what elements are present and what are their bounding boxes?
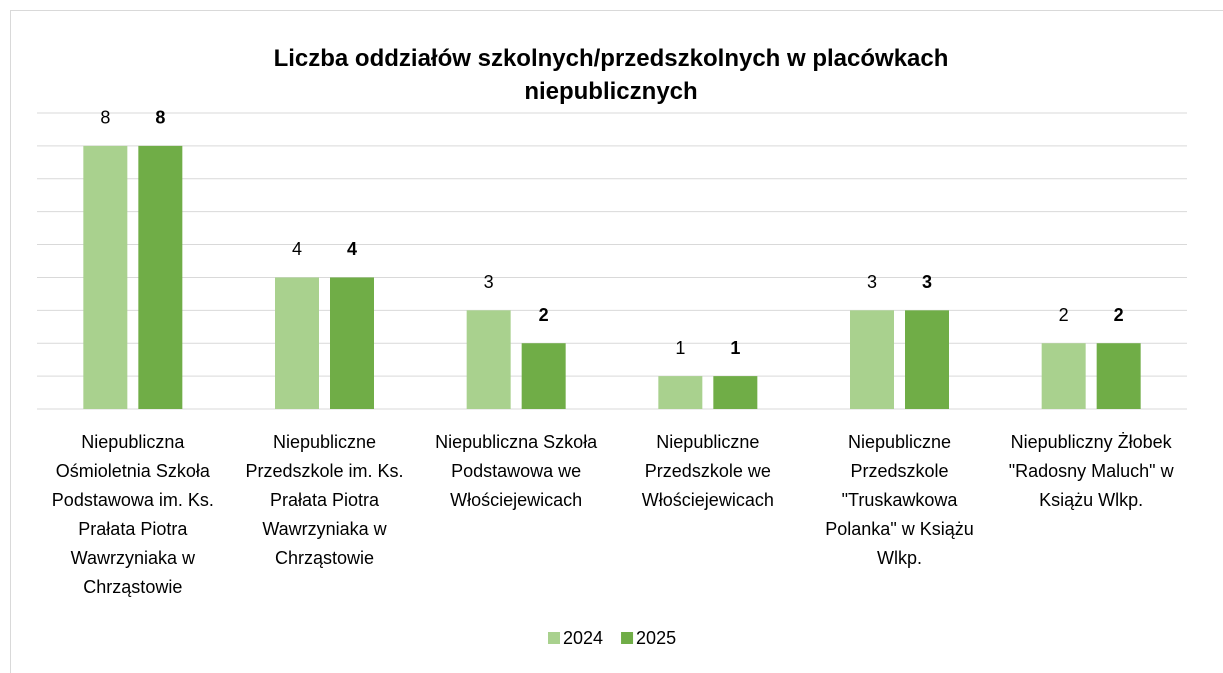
- x-tick-label: Niepubliczne Przedszkole we Włościejewic…: [641, 432, 774, 510]
- chart-frame: [10, 10, 1223, 673]
- bar: [1041, 343, 1086, 409]
- data-label: 8: [155, 108, 165, 128]
- data-label: 8: [100, 108, 110, 128]
- data-label: 1: [675, 338, 685, 358]
- bar: [521, 343, 566, 409]
- data-label: 3: [922, 272, 932, 292]
- x-tick-label: Niepubliczna Szkoła Podstawowa we Włości…: [435, 432, 598, 510]
- data-label: 4: [347, 239, 357, 259]
- data-label: 4: [292, 239, 302, 259]
- bar: [466, 310, 511, 409]
- legend-swatch: [548, 632, 560, 644]
- legend-label: 2025: [636, 628, 676, 648]
- x-tick-label: Niepubliczne Przedszkole "Truskawkowa Po…: [825, 432, 974, 568]
- data-label: 2: [1059, 305, 1069, 325]
- x-tick-label: Niepubliczna Ośmioletnia Szkoła Podstawo…: [51, 432, 214, 597]
- data-label: 1: [730, 338, 740, 358]
- bar: [1096, 343, 1141, 409]
- bar: [713, 376, 758, 409]
- chart-title: Liczba oddziałów szkolnych/przedszkolnyc…: [273, 45, 949, 105]
- bar: [83, 145, 128, 409]
- bar: [658, 376, 703, 409]
- bar: [905, 310, 949, 409]
- bar: [275, 277, 319, 409]
- data-label: 2: [539, 305, 549, 325]
- bar: [330, 277, 374, 409]
- legend-swatch: [621, 632, 634, 644]
- data-label: 3: [867, 272, 877, 292]
- data-label: 2: [1114, 305, 1124, 325]
- data-label: 3: [484, 272, 494, 292]
- legend-label: 2024: [563, 628, 603, 648]
- x-tick-label: Niepubliczny Żłobek "Radosny Maluch" w K…: [1008, 432, 1174, 510]
- x-tick-label: Niepubliczne Przedszkole im. Ks. Prałata…: [245, 432, 404, 568]
- bar: [138, 145, 183, 409]
- bar: [850, 310, 894, 409]
